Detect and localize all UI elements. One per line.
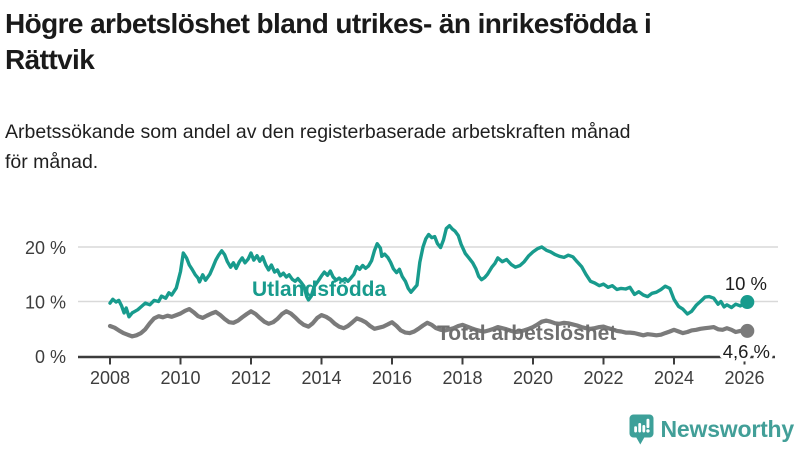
gridlines xyxy=(78,246,778,303)
title-line-2: Rättvik xyxy=(5,44,95,75)
x-tick-label: 2016 xyxy=(372,368,412,388)
page-title: Högre arbetslöshet bland utrikes- än inr… xyxy=(5,6,797,78)
series-line-utlandsf-dda xyxy=(108,223,749,319)
x-tick-label: 2020 xyxy=(513,368,553,388)
brand-wordmark: Newsworthy xyxy=(660,416,795,442)
y-tick-label: 20 % xyxy=(25,238,66,258)
newsworthy-logo[interactable]: Newsworthy xyxy=(629,414,794,445)
series-line-total-arbetsl-shet xyxy=(107,307,750,339)
y-axis-labels: 20 % 10 % 0 % xyxy=(25,238,66,367)
bar-chart-speech-bubble-icon xyxy=(629,414,654,445)
y-tick-label: 10 % xyxy=(25,293,66,313)
x-tick-label: 2024 xyxy=(654,368,694,388)
subtitle-line-2: för månad. xyxy=(5,151,99,173)
x-tick-label: 2010 xyxy=(160,368,200,388)
x-tick-label: 2026 xyxy=(724,368,764,388)
series-end-dot xyxy=(740,295,755,310)
subtitle-line-1: Arbetssökande som andel av den registerb… xyxy=(5,121,631,143)
series-label-total: Total arbetslöshet xyxy=(437,322,616,345)
title-line-1: Högre arbetslöshet bland utrikes- än inr… xyxy=(5,8,652,39)
series-end-dot xyxy=(740,323,755,338)
x-tick-label: 2022 xyxy=(583,368,623,388)
chart-subtitle: Arbetssökande som andel av den registerb… xyxy=(5,117,785,177)
end-value-total: 4,6 % xyxy=(723,341,770,362)
series-label-utlandsfodda: Utlandsfödda xyxy=(252,278,386,301)
x-tick-label: 2008 xyxy=(90,368,130,388)
x-tick-label: 2014 xyxy=(301,368,341,388)
data-series xyxy=(107,223,755,339)
x-tick-label: 2012 xyxy=(231,368,271,388)
y-tick-label: 0 % xyxy=(35,347,66,367)
x-axis: 2008 2010 2012 2014 2016 2018 2020 2022 2024 2026 xyxy=(78,355,775,388)
annotations: Utlandsfödda Total arbetslöshet 10 % 4,6 % xyxy=(252,273,774,366)
end-value-utlandsfodda: 10 % xyxy=(725,273,767,294)
x-tick-label: 2018 xyxy=(442,368,482,388)
